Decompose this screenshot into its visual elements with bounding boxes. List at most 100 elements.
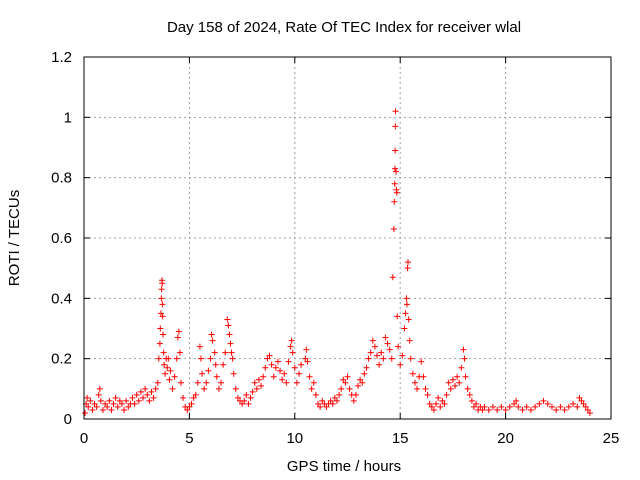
- data-point: [352, 391, 359, 398]
- data-point: [527, 406, 534, 413]
- data-point: [133, 391, 140, 398]
- data-point: [201, 385, 208, 392]
- data-point: [578, 397, 585, 404]
- data-point: [171, 373, 178, 380]
- data-point: [582, 403, 589, 410]
- data-point: [511, 400, 518, 407]
- axis-ticks: [83, 56, 612, 420]
- data-point: [576, 394, 583, 401]
- data-point: [462, 373, 469, 380]
- x-tick-label: 10: [286, 430, 303, 447]
- data-point: [344, 373, 351, 380]
- data-point: [213, 373, 220, 380]
- x-tick-label: 5: [185, 430, 193, 447]
- x-tick-label: 20: [497, 430, 514, 447]
- x-axis-label: GPS time / hours: [287, 458, 401, 475]
- data-point: [454, 373, 461, 380]
- data-point: [192, 391, 199, 398]
- data-point: [144, 391, 151, 398]
- data-point: [378, 349, 385, 356]
- data-point: [190, 394, 197, 401]
- data-point: [108, 406, 115, 413]
- y-tick-label: 0.6: [51, 230, 72, 247]
- data-point: [439, 397, 446, 404]
- data-point: [461, 355, 468, 362]
- data-point: [570, 400, 577, 407]
- chart-title: Day 158 of 2024, Rate Of TEC Index for r…: [167, 19, 521, 36]
- data-point: [365, 355, 372, 362]
- data-point: [323, 403, 330, 410]
- data-point: [123, 397, 130, 404]
- data-point: [87, 397, 94, 404]
- data-point: [485, 406, 492, 413]
- data-point: [102, 400, 109, 407]
- data-point: [426, 400, 433, 407]
- data-point: [165, 355, 172, 362]
- data-point: [532, 403, 539, 410]
- data-point: [441, 400, 448, 407]
- y-tick-label: 1.2: [51, 49, 72, 66]
- data-point: [288, 337, 295, 344]
- data-point: [513, 397, 520, 404]
- data-point: [456, 379, 463, 386]
- data-point: [460, 346, 467, 353]
- data-point: [230, 370, 237, 377]
- data-point: [157, 325, 164, 332]
- data-point: [565, 403, 572, 410]
- data-point: [95, 391, 102, 398]
- data-point: [392, 168, 399, 175]
- data-point: [340, 376, 347, 383]
- data-point: [293, 379, 300, 386]
- data-point: [106, 397, 113, 404]
- data-point: [112, 394, 119, 401]
- data-point: [437, 403, 444, 410]
- data-point: [146, 397, 153, 404]
- data-point: [283, 379, 290, 386]
- y-tick-label: 0: [64, 411, 72, 428]
- data-point: [367, 349, 374, 356]
- data-point: [167, 367, 174, 374]
- data-point: [97, 397, 104, 404]
- data-point: [498, 403, 505, 410]
- data-point: [403, 301, 410, 308]
- data-point: [228, 349, 235, 356]
- data-point: [175, 328, 182, 335]
- data-point: [449, 376, 456, 383]
- data-point: [359, 379, 366, 386]
- data-point: [129, 394, 136, 401]
- data-point: [406, 337, 413, 344]
- data-point: [159, 301, 166, 308]
- data-point: [268, 361, 275, 368]
- data-point: [371, 343, 378, 350]
- data-point: [428, 403, 435, 410]
- x-tick-label: 15: [392, 430, 409, 447]
- x-tick-label: 0: [80, 430, 88, 447]
- data-point: [279, 376, 286, 383]
- data-point: [411, 379, 418, 386]
- data-point: [169, 385, 176, 392]
- data-point: [157, 310, 164, 317]
- data-point: [458, 364, 465, 371]
- data-point: [186, 403, 193, 410]
- data-point: [173, 355, 180, 362]
- data-point: [262, 364, 269, 371]
- data-point: [131, 400, 138, 407]
- data-point: [114, 403, 121, 410]
- data-point: [110, 400, 117, 407]
- data-point: [255, 376, 262, 383]
- data-point: [251, 379, 258, 386]
- data-point: [405, 316, 412, 323]
- data-point: [159, 313, 166, 320]
- data-point: [391, 198, 398, 205]
- data-point: [382, 334, 389, 341]
- data-point: [361, 370, 368, 377]
- data-point: [422, 385, 429, 392]
- data-point: [222, 349, 229, 356]
- data-point: [291, 364, 298, 371]
- data-point: [502, 406, 509, 413]
- data-point: [89, 406, 96, 413]
- data-point: [346, 385, 353, 392]
- data-point: [194, 379, 201, 386]
- data-point: [104, 403, 111, 410]
- data-point: [418, 358, 425, 365]
